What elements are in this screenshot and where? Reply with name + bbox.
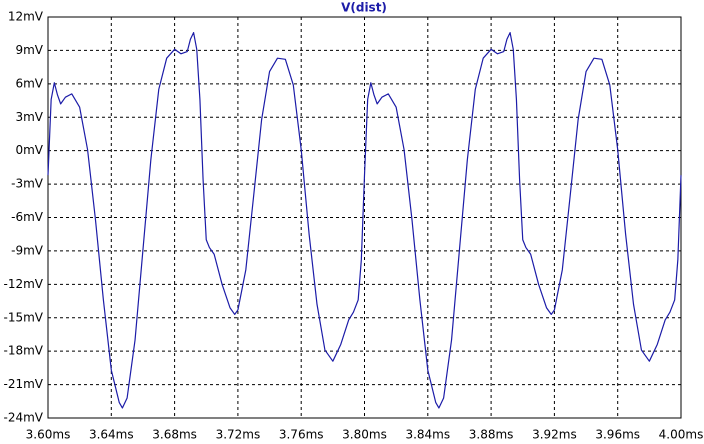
x-tick-label: 3.80ms [342,428,387,442]
x-tick-label: 3.68ms [152,428,197,442]
x-tick-label: 3.92ms [532,428,577,442]
y-tick-label: 0mV [15,143,43,157]
x-tick-label: 4.00ms [659,428,704,442]
chart-title: V(dist) [341,1,387,15]
y-tick-label: -21mV [4,377,44,391]
y-tick-label: 12mV [8,10,44,24]
y-tick-label: -6mV [11,210,44,224]
x-tick-label: 3.72ms [216,428,261,442]
x-tick-label: 3.88ms [469,428,514,442]
x-tick-label: 3.76ms [279,428,324,442]
y-tick-label: -9mV [11,243,44,257]
y-tick-label: -15mV [4,310,44,324]
x-tick-label: 3.60ms [26,428,71,442]
y-tick-label: 6mV [15,76,43,90]
x-tick-label: 3.64ms [89,428,134,442]
y-tick-label: 3mV [15,110,43,124]
y-tick-label: 9mV [15,43,43,57]
x-tick-label: 3.96ms [595,428,640,442]
plot-border [47,16,682,419]
y-tick-label: -3mV [11,177,44,191]
waveform [47,31,682,409]
x-tick-label: 3.84ms [405,428,450,442]
y-tick-label: -24mV [4,411,44,425]
y-tick-label: -12mV [4,277,44,291]
y-tick-label: -18mV [4,344,44,358]
